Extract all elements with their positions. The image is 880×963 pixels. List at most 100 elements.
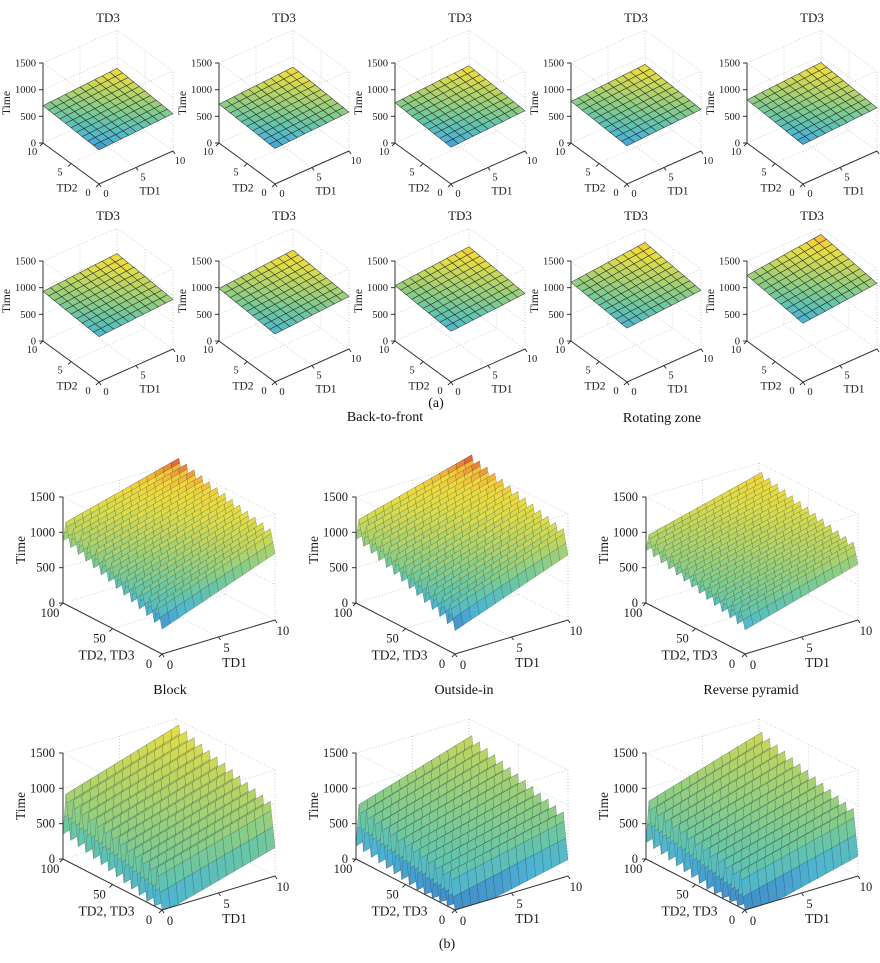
svg-text:0: 0 xyxy=(439,657,445,671)
svg-text:50: 50 xyxy=(93,632,106,646)
svg-text:5: 5 xyxy=(223,641,229,655)
svg-text:5: 5 xyxy=(761,168,766,179)
svg-text:5: 5 xyxy=(233,168,238,179)
svg-text:10: 10 xyxy=(879,354,880,365)
svg-text:TD1: TD1 xyxy=(805,655,830,670)
surface-plot-a4: 0 500 1000 1500 0 5 10 0 5 10 TD1 TD2 Time TD3 xyxy=(529,8,713,206)
svg-text:TD2: TD2 xyxy=(584,381,605,393)
svg-text:TD1: TD1 xyxy=(315,384,336,396)
svg-text:500: 500 xyxy=(329,561,348,575)
svg-text:TD1: TD1 xyxy=(139,186,160,198)
svg-text:1000: 1000 xyxy=(30,525,55,539)
svg-text:500: 500 xyxy=(372,112,388,123)
svg-text:1000: 1000 xyxy=(543,283,564,294)
svg-text:50: 50 xyxy=(386,632,399,646)
svg-text:0: 0 xyxy=(631,189,636,200)
svg-text:0: 0 xyxy=(729,657,735,671)
svg-text:TD2: TD2 xyxy=(56,183,77,195)
svg-text:TD1: TD1 xyxy=(667,186,688,198)
svg-text:10: 10 xyxy=(351,354,362,365)
svg-text:1500: 1500 xyxy=(543,59,564,70)
surface-plot-a7: 0 500 1000 1500 0 5 10 0 5 10 TD1 TD2 Time TD3 xyxy=(177,206,361,404)
svg-text:0: 0 xyxy=(279,387,284,398)
svg-text:5: 5 xyxy=(409,168,414,179)
svg-text:0: 0 xyxy=(146,657,152,671)
svg-text:5: 5 xyxy=(57,366,62,377)
svg-text:5: 5 xyxy=(492,173,497,184)
svg-text:5: 5 xyxy=(585,168,590,179)
svg-text:Time: Time xyxy=(705,91,717,115)
svg-text:10: 10 xyxy=(175,354,186,365)
svg-text:0: 0 xyxy=(613,386,618,397)
svg-text:5: 5 xyxy=(585,366,590,377)
svg-text:0: 0 xyxy=(103,387,108,398)
svg-text:10: 10 xyxy=(703,354,714,365)
svg-text:0: 0 xyxy=(261,188,266,199)
svg-text:100: 100 xyxy=(41,606,60,620)
svg-text:TD3: TD3 xyxy=(96,208,120,223)
svg-text:500: 500 xyxy=(548,112,564,123)
svg-text:50: 50 xyxy=(676,632,689,646)
svg-text:0: 0 xyxy=(750,658,756,672)
surface-plot-b4: 0 500 1000 1500 0 5 10 0 50 100 TD1 TD2, TD3 Time xyxy=(12,704,302,948)
surface-plot-b2: 0 500 1000 1500 0 5 10 0 50 100 TD1 TD2, TD3 Time xyxy=(305,448,595,692)
svg-text:1500: 1500 xyxy=(30,490,55,504)
svg-text:TD3: TD3 xyxy=(800,208,824,223)
svg-text:TD2: TD2 xyxy=(232,381,253,393)
svg-text:1000: 1000 xyxy=(543,85,564,96)
svg-text:0: 0 xyxy=(613,188,618,199)
svg-text:0: 0 xyxy=(460,658,466,672)
svg-text:TD1: TD1 xyxy=(843,384,864,396)
svg-text:TD1: TD1 xyxy=(667,384,688,396)
svg-text:0: 0 xyxy=(261,386,266,397)
svg-text:TD3: TD3 xyxy=(448,10,472,25)
label-outside-in: Outside-in xyxy=(434,683,494,698)
svg-text:5: 5 xyxy=(316,173,321,184)
svg-text:5: 5 xyxy=(492,371,497,382)
svg-text:1000: 1000 xyxy=(367,85,388,96)
svg-text:10: 10 xyxy=(379,147,390,158)
svg-text:0: 0 xyxy=(103,189,108,200)
svg-text:0: 0 xyxy=(279,189,284,200)
svg-text:TD1: TD1 xyxy=(843,186,864,198)
svg-text:0: 0 xyxy=(559,139,564,150)
svg-text:TD2: TD2 xyxy=(232,183,253,195)
svg-text:0: 0 xyxy=(31,139,36,150)
svg-text:Time: Time xyxy=(13,536,28,564)
svg-text:5: 5 xyxy=(409,366,414,377)
svg-text:0: 0 xyxy=(807,189,812,200)
svg-text:Time: Time xyxy=(1,289,13,313)
svg-text:Time: Time xyxy=(529,289,541,313)
svg-text:0: 0 xyxy=(789,188,794,199)
svg-text:0: 0 xyxy=(632,596,638,610)
svg-text:1500: 1500 xyxy=(191,257,212,268)
svg-text:10: 10 xyxy=(527,354,538,365)
svg-text:5: 5 xyxy=(140,173,145,184)
svg-text:TD3: TD3 xyxy=(96,10,120,25)
svg-text:1500: 1500 xyxy=(191,59,212,70)
svg-text:TD1: TD1 xyxy=(491,384,512,396)
svg-text:TD1: TD1 xyxy=(315,186,336,198)
svg-text:0: 0 xyxy=(31,337,36,348)
caption-panel-b: (b) xyxy=(438,937,456,952)
svg-text:0: 0 xyxy=(167,658,173,672)
svg-text:1500: 1500 xyxy=(719,59,740,70)
svg-text:10: 10 xyxy=(351,156,362,167)
svg-text:0: 0 xyxy=(342,596,348,610)
svg-text:Time: Time xyxy=(1,91,13,115)
svg-text:1500: 1500 xyxy=(543,257,564,268)
svg-text:0: 0 xyxy=(207,139,212,150)
svg-text:TD2: TD2 xyxy=(760,183,781,195)
svg-text:10: 10 xyxy=(879,156,880,167)
svg-text:5: 5 xyxy=(668,173,673,184)
svg-text:Time: Time xyxy=(353,289,365,313)
svg-text:5: 5 xyxy=(233,366,238,377)
svg-text:10: 10 xyxy=(203,345,214,356)
svg-text:TD1: TD1 xyxy=(491,186,512,198)
svg-text:1500: 1500 xyxy=(15,257,36,268)
svg-text:1000: 1000 xyxy=(367,283,388,294)
svg-text:TD3: TD3 xyxy=(624,208,648,223)
svg-text:5: 5 xyxy=(140,371,145,382)
